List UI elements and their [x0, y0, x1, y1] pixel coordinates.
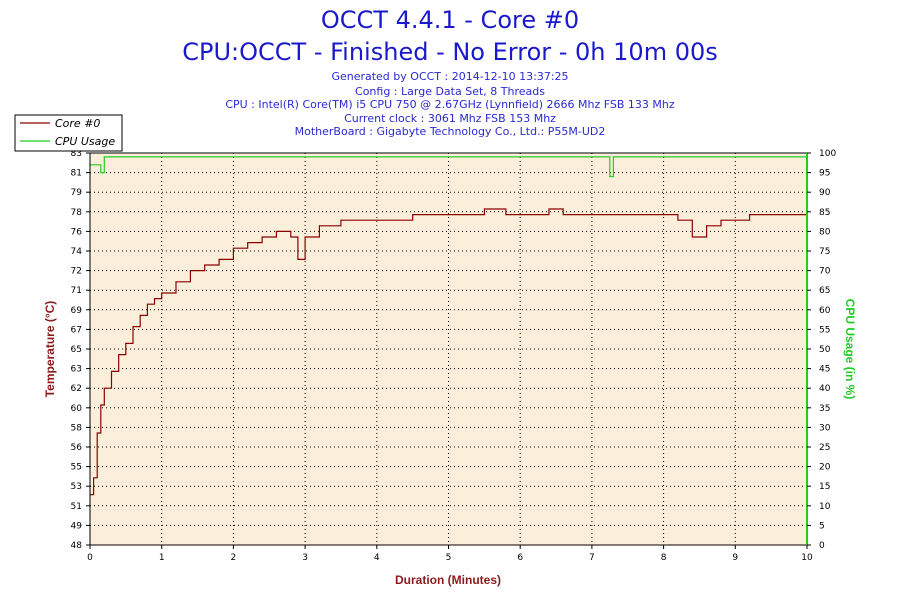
y-right-tick-label: 95: [819, 169, 830, 179]
y-left-tick-label: 78: [71, 208, 83, 218]
y-right-tick-label: 25: [819, 443, 830, 453]
y-left-tick-label: 74: [71, 247, 83, 257]
y-left-tick-label: 83: [71, 149, 82, 159]
x-axis-ticks: 0 1 2 3 4 5 6 7 8 9 10: [87, 545, 813, 563]
x-tick-label: 5: [446, 553, 452, 563]
y-right-tick-label: 15: [819, 482, 830, 492]
y-right-tick-label: 70: [819, 267, 831, 277]
y-left-tick-label: 55: [71, 463, 82, 473]
info-motherboard: MotherBoard : Gigabyte Technology Co., L…: [295, 125, 606, 138]
chart-subtitle: CPU:OCCT - Finished - No Error - 0h 10m …: [182, 38, 718, 66]
legend: Core #0 CPU Usage: [14, 114, 123, 152]
series-layer: [90, 156, 807, 496]
y-right-tick-label: 85: [819, 208, 830, 218]
x-tick-label: 3: [302, 553, 308, 563]
y-right-tick-label: 75: [819, 247, 830, 257]
x-tick-label: 9: [732, 553, 738, 563]
x-tick-label: 1: [159, 553, 165, 563]
x-tick-label: 0: [87, 553, 93, 563]
y-left-tick-label: 81: [71, 169, 82, 179]
y-left-tick-label: 49: [71, 521, 83, 531]
x-tick-label: 10: [801, 553, 813, 563]
legend-box: [14, 114, 123, 152]
x-tick-label: 4: [374, 553, 380, 563]
info-generated: Generated by OCCT : 2014-12-10 13:37:25: [331, 70, 568, 83]
y-left-tick-label: 79: [71, 188, 83, 198]
y-right-tick-label: 0: [819, 541, 825, 551]
y-left-tick-label: 76: [71, 227, 83, 237]
y-right-tick-label: 100: [819, 149, 836, 159]
y-right-tick-label: 50: [819, 345, 831, 355]
grid-lines: [90, 153, 807, 545]
y-left-axis-ticks: 48 49 51 53 55 56 58 60 62 63 65 67 69 71 72 74 76 78 79 81…: [71, 149, 90, 551]
y-left-tick-label: 58: [71, 423, 83, 433]
y-right-tick-label: 5: [819, 521, 825, 531]
y-left-axis-label: Temperature (°C): [43, 301, 57, 398]
y-left-tick-label: 51: [71, 502, 82, 512]
y-right-tick-label: 40: [819, 384, 831, 394]
y-left-tick-label: 71: [71, 286, 82, 296]
y-right-tick-label: 35: [819, 404, 830, 414]
info-cpu: CPU : Intel(R) Core(TM) i5 CPU 750 @ 2.6…: [225, 98, 675, 111]
y-right-tick-label: 30: [819, 423, 831, 433]
y-left-tick-label: 62: [71, 384, 82, 394]
y-left-tick-label: 72: [71, 267, 82, 277]
chart-title: OCCT 4.4.1 - Core #0: [321, 6, 579, 34]
y-right-tick-label: 45: [819, 365, 830, 375]
x-tick-label: 2: [231, 553, 237, 563]
y-right-tick-label: 80: [819, 227, 831, 237]
y-left-tick-label: 67: [71, 325, 82, 335]
y-left-tick-label: 63: [71, 365, 82, 375]
series-line-core-0: [90, 208, 807, 496]
y-right-axis-label: CPU Usage (in %): [843, 299, 857, 400]
y-left-tick-label: 60: [71, 404, 83, 414]
y-left-tick-label: 53: [71, 482, 82, 492]
x-axis-label: Duration (Minutes): [395, 573, 501, 587]
y-right-tick-label: 10: [819, 502, 831, 512]
y-left-tick-label: 48: [71, 541, 83, 551]
x-tick-label: 8: [661, 553, 667, 563]
y-left-tick-label: 69: [71, 306, 83, 316]
x-tick-label: 6: [517, 553, 523, 563]
legend-label-usage: CPU Usage: [55, 135, 115, 148]
y-right-tick-label: 20: [819, 463, 831, 473]
info-config: Config : Large Data Set, 8 Threads: [355, 85, 545, 98]
y-right-tick-label: 65: [819, 286, 830, 296]
series-line-cpu-usage: [90, 156, 807, 178]
y-left-tick-label: 65: [71, 345, 82, 355]
y-right-axis-ticks: 0 5 10 15 20 25 30 35 40 45 50 55 60 65 70 75 80 85 90 95 10…: [807, 149, 836, 551]
y-left-tick-label: 56: [71, 443, 83, 453]
legend-label-core: Core #0: [55, 117, 100, 130]
info-clock: Current clock : 3061 Mhz FSB 153 Mhz: [344, 112, 556, 125]
y-right-tick-label: 90: [819, 188, 831, 198]
x-tick-label: 7: [589, 553, 595, 563]
y-right-tick-label: 55: [819, 325, 830, 335]
y-right-tick-label: 60: [819, 306, 831, 316]
